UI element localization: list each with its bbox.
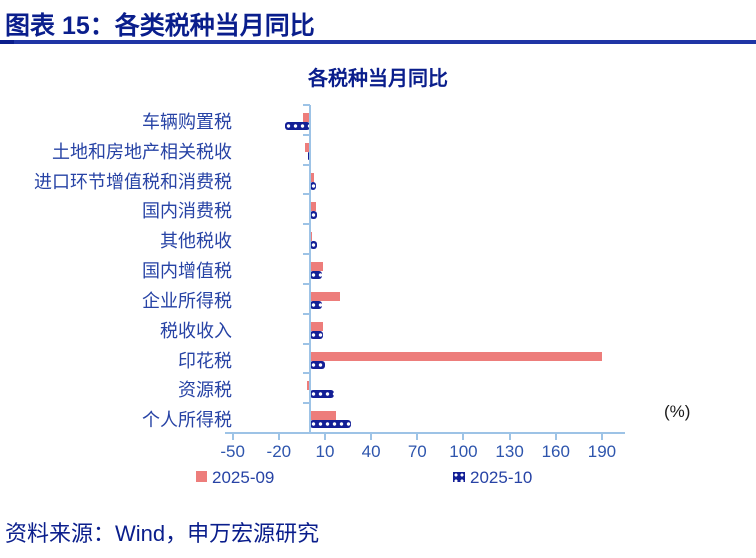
- category-label: 个人所得税: [142, 410, 232, 431]
- figure-title: 图表 15：各类税种当月同比: [5, 12, 315, 40]
- category-axis-tick: [302, 104, 310, 106]
- bar-2025-09: [305, 142, 310, 152]
- bar-2025-10: [309, 390, 335, 399]
- bar-2025-10: [309, 330, 324, 339]
- bar-2025-10: [309, 271, 322, 280]
- category-label: 车辆购置税: [142, 112, 232, 132]
- header-rule: [0, 40, 756, 44]
- bar-2025-09: [309, 321, 324, 331]
- value-axis-tick: [600, 434, 603, 440]
- category-label: 其他税收: [160, 231, 232, 252]
- value-axis-tick: [324, 434, 326, 440]
- value-axis-tick-label: 130: [495, 442, 524, 461]
- bar-2025-10: [309, 420, 352, 429]
- header-rule-cap: [0, 40, 14, 44]
- category-label: 资源税: [178, 380, 232, 401]
- category-axis-tick: [302, 193, 310, 196]
- bar-2025-09: [306, 381, 310, 391]
- bar-2025-10: [309, 360, 325, 369]
- category-axis-tick: [302, 282, 310, 285]
- category-label: 企业所得税: [142, 290, 232, 311]
- legend-swatch-2025-10: [453, 471, 465, 482]
- bar-2025-09: [309, 232, 312, 242]
- value-axis-tick: [370, 434, 373, 440]
- bar-2025-10: [309, 181, 316, 190]
- category-label: 税收收入: [160, 320, 232, 341]
- category-axis-tick: [302, 342, 310, 345]
- value-axis-tick-label: 40: [361, 442, 381, 461]
- category-axis-tick: [302, 163, 310, 166]
- legend-swatch-2025-09: [196, 471, 207, 482]
- legend-label-2025-10: 2025-10: [470, 468, 533, 487]
- category-axis-tick: [302, 312, 310, 315]
- bar-2025-09: [309, 291, 341, 301]
- bar-2025-10: [309, 241, 318, 250]
- category-label: 进口环节增值税和消费税: [34, 171, 232, 192]
- category-axis-tick: [302, 133, 310, 136]
- bar-2025-09: [309, 262, 324, 272]
- value-axis-tick-label: 70: [407, 442, 427, 461]
- category-label: 印花税: [178, 350, 232, 371]
- value-axis-tick-label: 100: [449, 442, 478, 461]
- bar-2025-10: [285, 122, 310, 130]
- value-axis-tick-label: -50: [220, 442, 245, 461]
- bar-2025-09: [309, 202, 316, 212]
- bar-2025-09: [309, 172, 315, 182]
- category-label: 土地和房地产相关税收: [52, 141, 232, 162]
- bar-2025-10: [309, 300, 322, 309]
- category-axis-tick: [302, 372, 310, 375]
- value-axis-tick-label: 160: [541, 442, 570, 461]
- source-note: 资料来源：Wind，申万宏源研究: [5, 521, 320, 546]
- value-axis-tick: [508, 434, 511, 440]
- value-axis-line: [225, 432, 625, 434]
- value-axis-tick-label: -20: [266, 442, 292, 461]
- category-label: 国内增值税: [142, 261, 232, 282]
- category-axis-tick: [302, 223, 310, 226]
- value-axis-tick: [554, 434, 557, 440]
- category-axis-tick: [302, 402, 310, 405]
- bar-2025-09: [309, 411, 336, 421]
- value-axis-tick-label: 190: [587, 442, 617, 461]
- unit-label: (%): [664, 402, 691, 421]
- legend-item-2025-10: 2025-10: [453, 468, 532, 488]
- value-axis-tick: [231, 434, 234, 440]
- legend-item-2025-09: 2025-09: [196, 468, 274, 488]
- category-axis-line: [308, 105, 311, 433]
- category-label: 国内消费税: [142, 201, 232, 222]
- bar-2025-09: [303, 113, 310, 122]
- value-axis-tick: [416, 434, 419, 440]
- chart-title: 各税种当月同比: [308, 68, 448, 90]
- bar-2025-10: [309, 211, 318, 220]
- legend-label-2025-09: 2025-09: [212, 468, 275, 487]
- value-axis-tick-label: 10: [315, 442, 335, 461]
- value-axis-tick: [462, 434, 465, 440]
- value-axis-tick: [277, 434, 280, 440]
- category-axis-tick: [302, 253, 310, 256]
- bar-2025-09: [309, 351, 602, 361]
